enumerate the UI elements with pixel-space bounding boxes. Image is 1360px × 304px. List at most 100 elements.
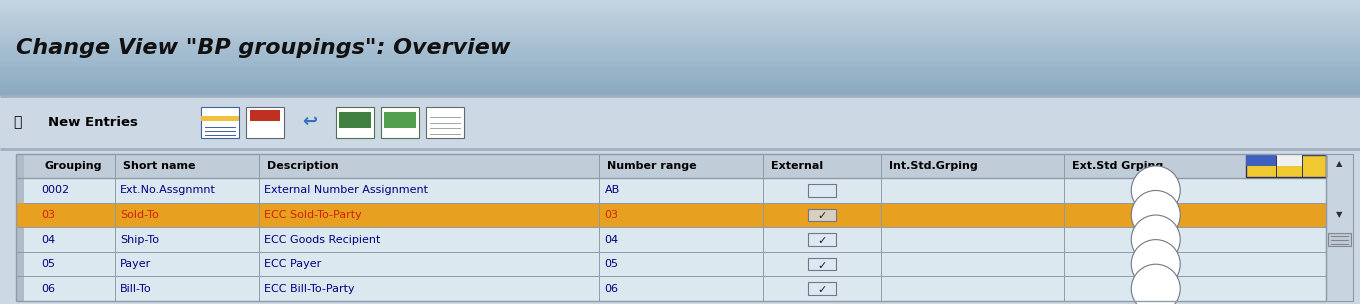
Bar <box>201 116 239 121</box>
Bar <box>0 86 1360 88</box>
Bar <box>0 53 1360 55</box>
Text: ✓: ✓ <box>817 236 827 246</box>
Text: ▲: ▲ <box>1337 159 1342 168</box>
Text: Int.Std.Grping: Int.Std.Grping <box>889 161 978 171</box>
Text: ✓: ✓ <box>817 212 827 222</box>
Bar <box>808 233 836 246</box>
Bar <box>0 43 1360 46</box>
Bar <box>0 36 1360 38</box>
Bar <box>0 62 1360 65</box>
Bar <box>1327 233 1352 246</box>
Bar <box>16 203 24 227</box>
Bar <box>16 178 1326 203</box>
Bar <box>0 33 1360 36</box>
Text: Grouping: Grouping <box>44 161 102 171</box>
Bar <box>250 110 280 121</box>
Bar <box>381 107 419 137</box>
Text: ECC Bill-To-Party: ECC Bill-To-Party <box>264 284 355 294</box>
Bar <box>384 112 416 128</box>
Bar <box>0 5 1360 7</box>
Bar <box>16 252 1326 276</box>
Bar <box>0 79 1360 81</box>
Text: 03: 03 <box>41 210 56 220</box>
Text: Ship-To: Ship-To <box>120 234 159 244</box>
Bar <box>16 154 1326 178</box>
Bar <box>246 107 284 137</box>
Bar <box>1277 155 1302 166</box>
Bar <box>16 276 1326 301</box>
Bar <box>0 38 1360 41</box>
Text: ECC Sold-To-Party: ECC Sold-To-Party <box>264 210 362 220</box>
Text: Description: Description <box>267 161 339 171</box>
Bar <box>0 50 1360 53</box>
Bar <box>808 258 836 271</box>
Bar <box>1246 155 1326 177</box>
Text: ↩: ↩ <box>302 113 318 131</box>
Bar <box>339 112 371 128</box>
Bar <box>0 88 1360 91</box>
Bar <box>0 74 1360 77</box>
Bar <box>0 26 1360 29</box>
Bar <box>0 46 1360 48</box>
Bar <box>0 17 1360 19</box>
Ellipse shape <box>1132 166 1180 215</box>
Text: Ext.Std Grping: Ext.Std Grping <box>1072 161 1163 171</box>
Text: New Entries: New Entries <box>48 116 137 129</box>
Bar <box>0 22 1360 24</box>
Text: AB: AB <box>605 185 620 195</box>
Text: Short name: Short name <box>122 161 196 171</box>
Bar <box>0 72 1360 74</box>
Bar <box>0 67 1360 69</box>
Text: Ext.No.Assgnmnt: Ext.No.Assgnmnt <box>120 185 216 195</box>
Bar <box>0 65 1360 67</box>
Bar <box>0 93 1360 96</box>
Ellipse shape <box>1132 215 1180 264</box>
Bar <box>0 19 1360 22</box>
Bar <box>201 107 239 137</box>
Bar <box>0 77 1360 79</box>
Ellipse shape <box>1132 240 1180 288</box>
Ellipse shape <box>1132 191 1180 240</box>
Bar <box>1326 154 1353 301</box>
Text: ECC Goods Recipient: ECC Goods Recipient <box>264 234 381 244</box>
Bar <box>0 24 1360 26</box>
Bar <box>0 29 1360 31</box>
Text: 06: 06 <box>41 284 56 294</box>
Bar <box>808 184 836 197</box>
Text: ▼: ▼ <box>1337 210 1342 219</box>
Bar <box>16 227 1326 252</box>
Bar <box>0 81 1360 84</box>
Text: Change View "BP groupings": Overview: Change View "BP groupings": Overview <box>16 38 511 58</box>
Ellipse shape <box>1132 264 1180 304</box>
Bar <box>336 107 374 137</box>
Text: ✓: ✓ <box>817 261 827 271</box>
Text: Bill-To: Bill-To <box>120 284 151 294</box>
Bar <box>0 41 1360 43</box>
Bar <box>1246 155 1277 166</box>
Text: 05: 05 <box>605 259 619 269</box>
Text: ECC Payer: ECC Payer <box>264 259 321 269</box>
Text: 🔩: 🔩 <box>14 115 22 130</box>
Bar <box>0 60 1360 62</box>
Bar <box>0 9 1360 12</box>
Bar <box>0 69 1360 72</box>
Bar <box>16 154 24 301</box>
Text: ✓: ✓ <box>817 285 827 295</box>
Text: Payer: Payer <box>120 259 151 269</box>
Bar <box>0 2 1360 5</box>
Text: 03: 03 <box>605 210 619 220</box>
Text: External: External <box>771 161 823 171</box>
Text: External Number Assignment: External Number Assignment <box>264 185 428 195</box>
Bar <box>808 282 836 295</box>
Bar <box>0 12 1360 14</box>
Text: Sold-To: Sold-To <box>120 210 159 220</box>
Bar <box>0 14 1360 17</box>
Text: 05: 05 <box>41 259 56 269</box>
Bar <box>0 7 1360 9</box>
Text: 06: 06 <box>605 284 619 294</box>
Bar <box>0 0 1360 2</box>
Bar <box>16 154 1326 301</box>
Bar <box>0 57 1360 60</box>
Text: 0002: 0002 <box>41 185 69 195</box>
Bar <box>0 55 1360 57</box>
